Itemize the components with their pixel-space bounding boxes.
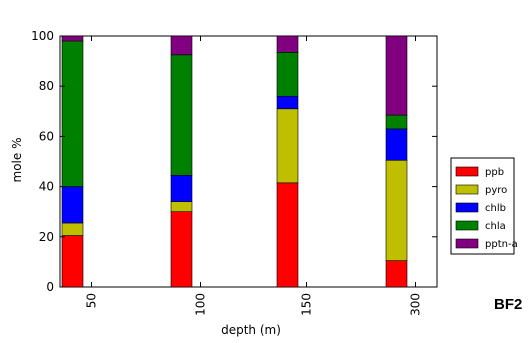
legend-label-ppb: ppb [485,167,504,178]
bar-chlb-300 [385,128,408,161]
legend-label-chlb: chlb [485,203,506,214]
bar-pptn-a-300 [385,35,408,116]
bar-chla-150 [276,52,299,97]
y-tick-label: 40 [39,180,54,194]
legend: ppb pyro chlb chla pptn-a [450,157,518,255]
x-axis: 50 100 150 300 [85,36,423,316]
x-tick-label: 100 [194,293,208,316]
y-tick-label: 60 [39,129,54,143]
y-tick-label: 100 [31,29,54,43]
legend-swatch-chla [455,220,479,231]
plot-frame [59,35,438,288]
bar-ppb-50 [61,235,84,288]
bar-chla-100 [170,54,193,176]
bar-ppb-150 [276,182,299,288]
bar-pyro-100 [170,201,193,213]
bar-pyro-150 [276,108,299,184]
legend-swatch-ppb [455,166,479,177]
legend-swatch-pyro [455,184,479,195]
y-tick-label: 80 [39,79,54,93]
legend-swatch-pptn-a [455,238,479,249]
y-axis: 0 20 40 60 80 100 [31,29,437,294]
legend-swatch-chlb [455,202,479,213]
bar-ppb-100 [170,211,193,288]
bar-chla-300 [385,114,408,130]
bar-pyro-50 [61,222,84,236]
legend-label-pptn-a: pptn-a [485,239,518,250]
y-tick-label: 20 [39,230,54,244]
y-tick-label: 0 [46,280,54,294]
bar-chlb-150 [276,95,299,110]
panel-label: BF2 [494,296,522,313]
x-tick-label: 50 [85,293,99,308]
bar-pyro-300 [385,159,408,261]
bar-pptn-a-150 [276,35,299,53]
bar-chlb-50 [61,186,84,224]
bar-pptn-a-50 [61,35,84,42]
bar-pptn-a-100 [170,35,193,56]
bar-chla-50 [61,40,84,187]
bar-ppb-300 [385,260,408,288]
x-axis-label: depth (m) [221,323,281,337]
bar-group [61,35,408,288]
legend-label-pyro: pyro [485,185,507,196]
x-tick-label: 300 [409,293,423,316]
y-axis-label: mole % [10,138,24,183]
x-tick-label: 150 [300,293,314,316]
bar-chlb-100 [170,175,193,202]
legend-label-chla: chla [485,221,506,232]
plot-area: 0 20 40 60 80 100 50 100 150 300 [31,29,438,316]
